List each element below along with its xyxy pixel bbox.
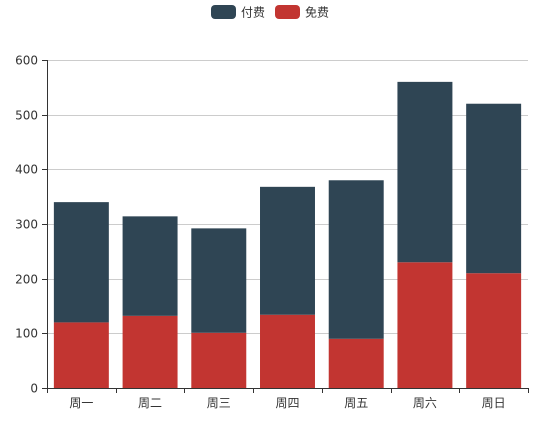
- bar-付费-周日[interactable]: [466, 103, 522, 274]
- x-tick-label: 周五: [344, 396, 368, 410]
- x-tick-label: 周日: [482, 396, 506, 410]
- bar-免费-周三[interactable]: [191, 332, 247, 388]
- bar-付费-周二[interactable]: [122, 216, 178, 316]
- bar-免费-周六[interactable]: [397, 262, 453, 388]
- legend-swatch: [275, 5, 300, 19]
- bar-付费-周三[interactable]: [191, 228, 247, 333]
- x-tick-label: 周三: [207, 396, 231, 410]
- bar-付费-周六[interactable]: [397, 81, 453, 263]
- legend-label: 付费: [241, 6, 265, 20]
- legend-label: 免费: [305, 5, 329, 20]
- x-tick-label: 周一: [69, 396, 93, 410]
- bar-免费-周五[interactable]: [328, 338, 384, 388]
- legend-item-付费[interactable]: 付费: [211, 5, 265, 20]
- y-tick-label: 300: [15, 218, 38, 232]
- y-tick-label: 100: [15, 327, 38, 341]
- y-tick-label: 200: [15, 273, 38, 287]
- bar-付费-周四[interactable]: [260, 186, 315, 315]
- bar-付费-周一[interactable]: [53, 202, 109, 323]
- axes: 0 100 200 300 400 500 600 周一 周二 周三 周四 周五 周六 周日: [15, 54, 529, 410]
- bar-免费-周四[interactable]: [260, 314, 315, 388]
- legend-swatch: [211, 5, 236, 19]
- x-tick-label: 周二: [138, 396, 162, 410]
- y-tick-label: 0: [30, 382, 38, 396]
- y-tick-label: 500: [15, 109, 38, 123]
- bar-免费-周一[interactable]: [53, 322, 109, 388]
- legend[interactable]: 付费 免费: [211, 5, 329, 20]
- bar-免费-周日[interactable]: [466, 273, 522, 388]
- y-tick-label: 600: [15, 54, 38, 68]
- bars: [53, 81, 522, 388]
- bar-免费-周二[interactable]: [122, 315, 178, 388]
- x-tick-label: 周六: [413, 396, 437, 410]
- legend-item-免费[interactable]: 免费: [275, 5, 329, 20]
- y-tick-label: 400: [15, 163, 38, 177]
- bar-付费-周五[interactable]: [328, 180, 384, 339]
- x-tick-label: 周四: [275, 396, 299, 410]
